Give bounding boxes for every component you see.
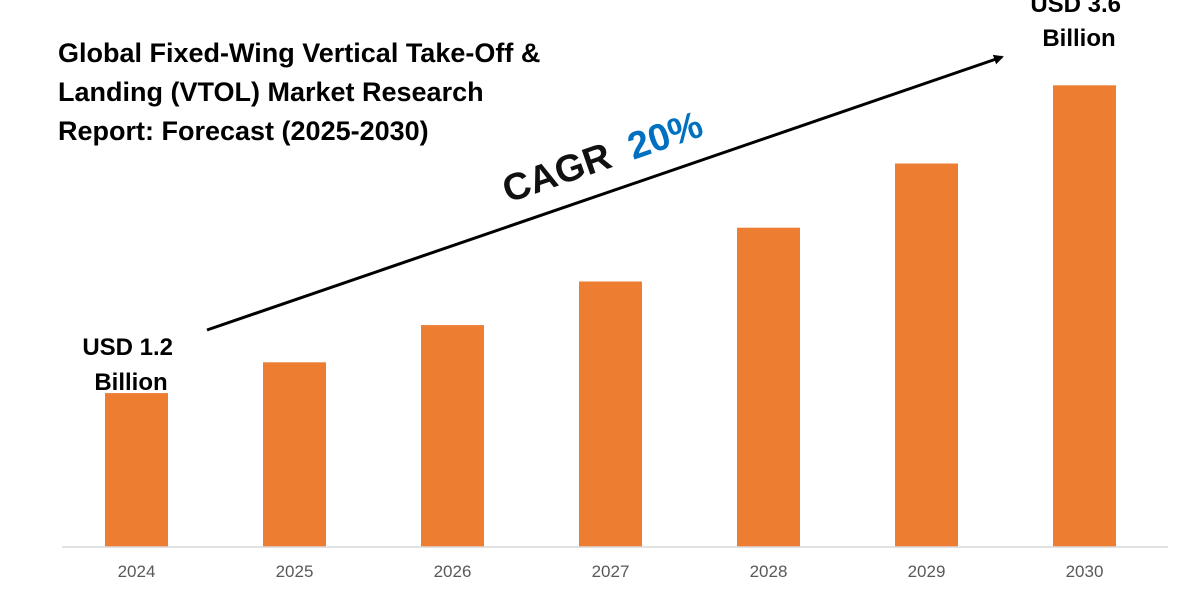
chart-title-line-3: Report: Forecast (2025-2030) [58, 116, 429, 146]
cagr-trend-arrow [206, 54, 1004, 332]
bar-2025 [263, 362, 326, 547]
x-tick-label-2028: 2028 [750, 562, 788, 581]
x-tick-label-2029: 2029 [908, 562, 946, 581]
chart-title: Global Fixed-Wing Vertical Take-Off & La… [58, 38, 548, 146]
x-tick-label-2027: 2027 [592, 562, 630, 581]
chart-title-line-2: Landing (VTOL) Market Research [58, 77, 484, 107]
bar-2030 [1053, 85, 1116, 548]
cagr-label: CAGR [497, 135, 616, 211]
end-value-line-2: Billion [1042, 25, 1115, 52]
cagr-value: 20% [622, 104, 708, 168]
x-tick-label-2030: 2030 [1066, 562, 1104, 581]
bar-2029 [895, 163, 958, 547]
x-tick-label-2026: 2026 [434, 562, 472, 581]
chart-title-line-1: Global Fixed-Wing Vertical Take-Off & [58, 38, 540, 68]
end-value-line-1: USD 3.6 [1030, 0, 1121, 18]
bar-2024 [105, 393, 168, 547]
x-axis-tick-labels: 2024 2025 2026 2027 2028 2029 2030 [118, 562, 1104, 581]
start-value-line-2: Billion [94, 369, 167, 396]
start-value-line-1: USD 1.2 [82, 334, 173, 361]
x-tick-label-2024: 2024 [118, 562, 156, 581]
bar-2026 [421, 325, 484, 547]
start-value-label: USD 1.2 Billion [82, 334, 179, 396]
bar-2028 [737, 227, 800, 547]
end-value-label: USD 3.6 Billion [1030, 0, 1127, 52]
bar-series [105, 85, 1116, 548]
bar-2027 [579, 281, 642, 547]
x-tick-label-2025: 2025 [276, 562, 314, 581]
